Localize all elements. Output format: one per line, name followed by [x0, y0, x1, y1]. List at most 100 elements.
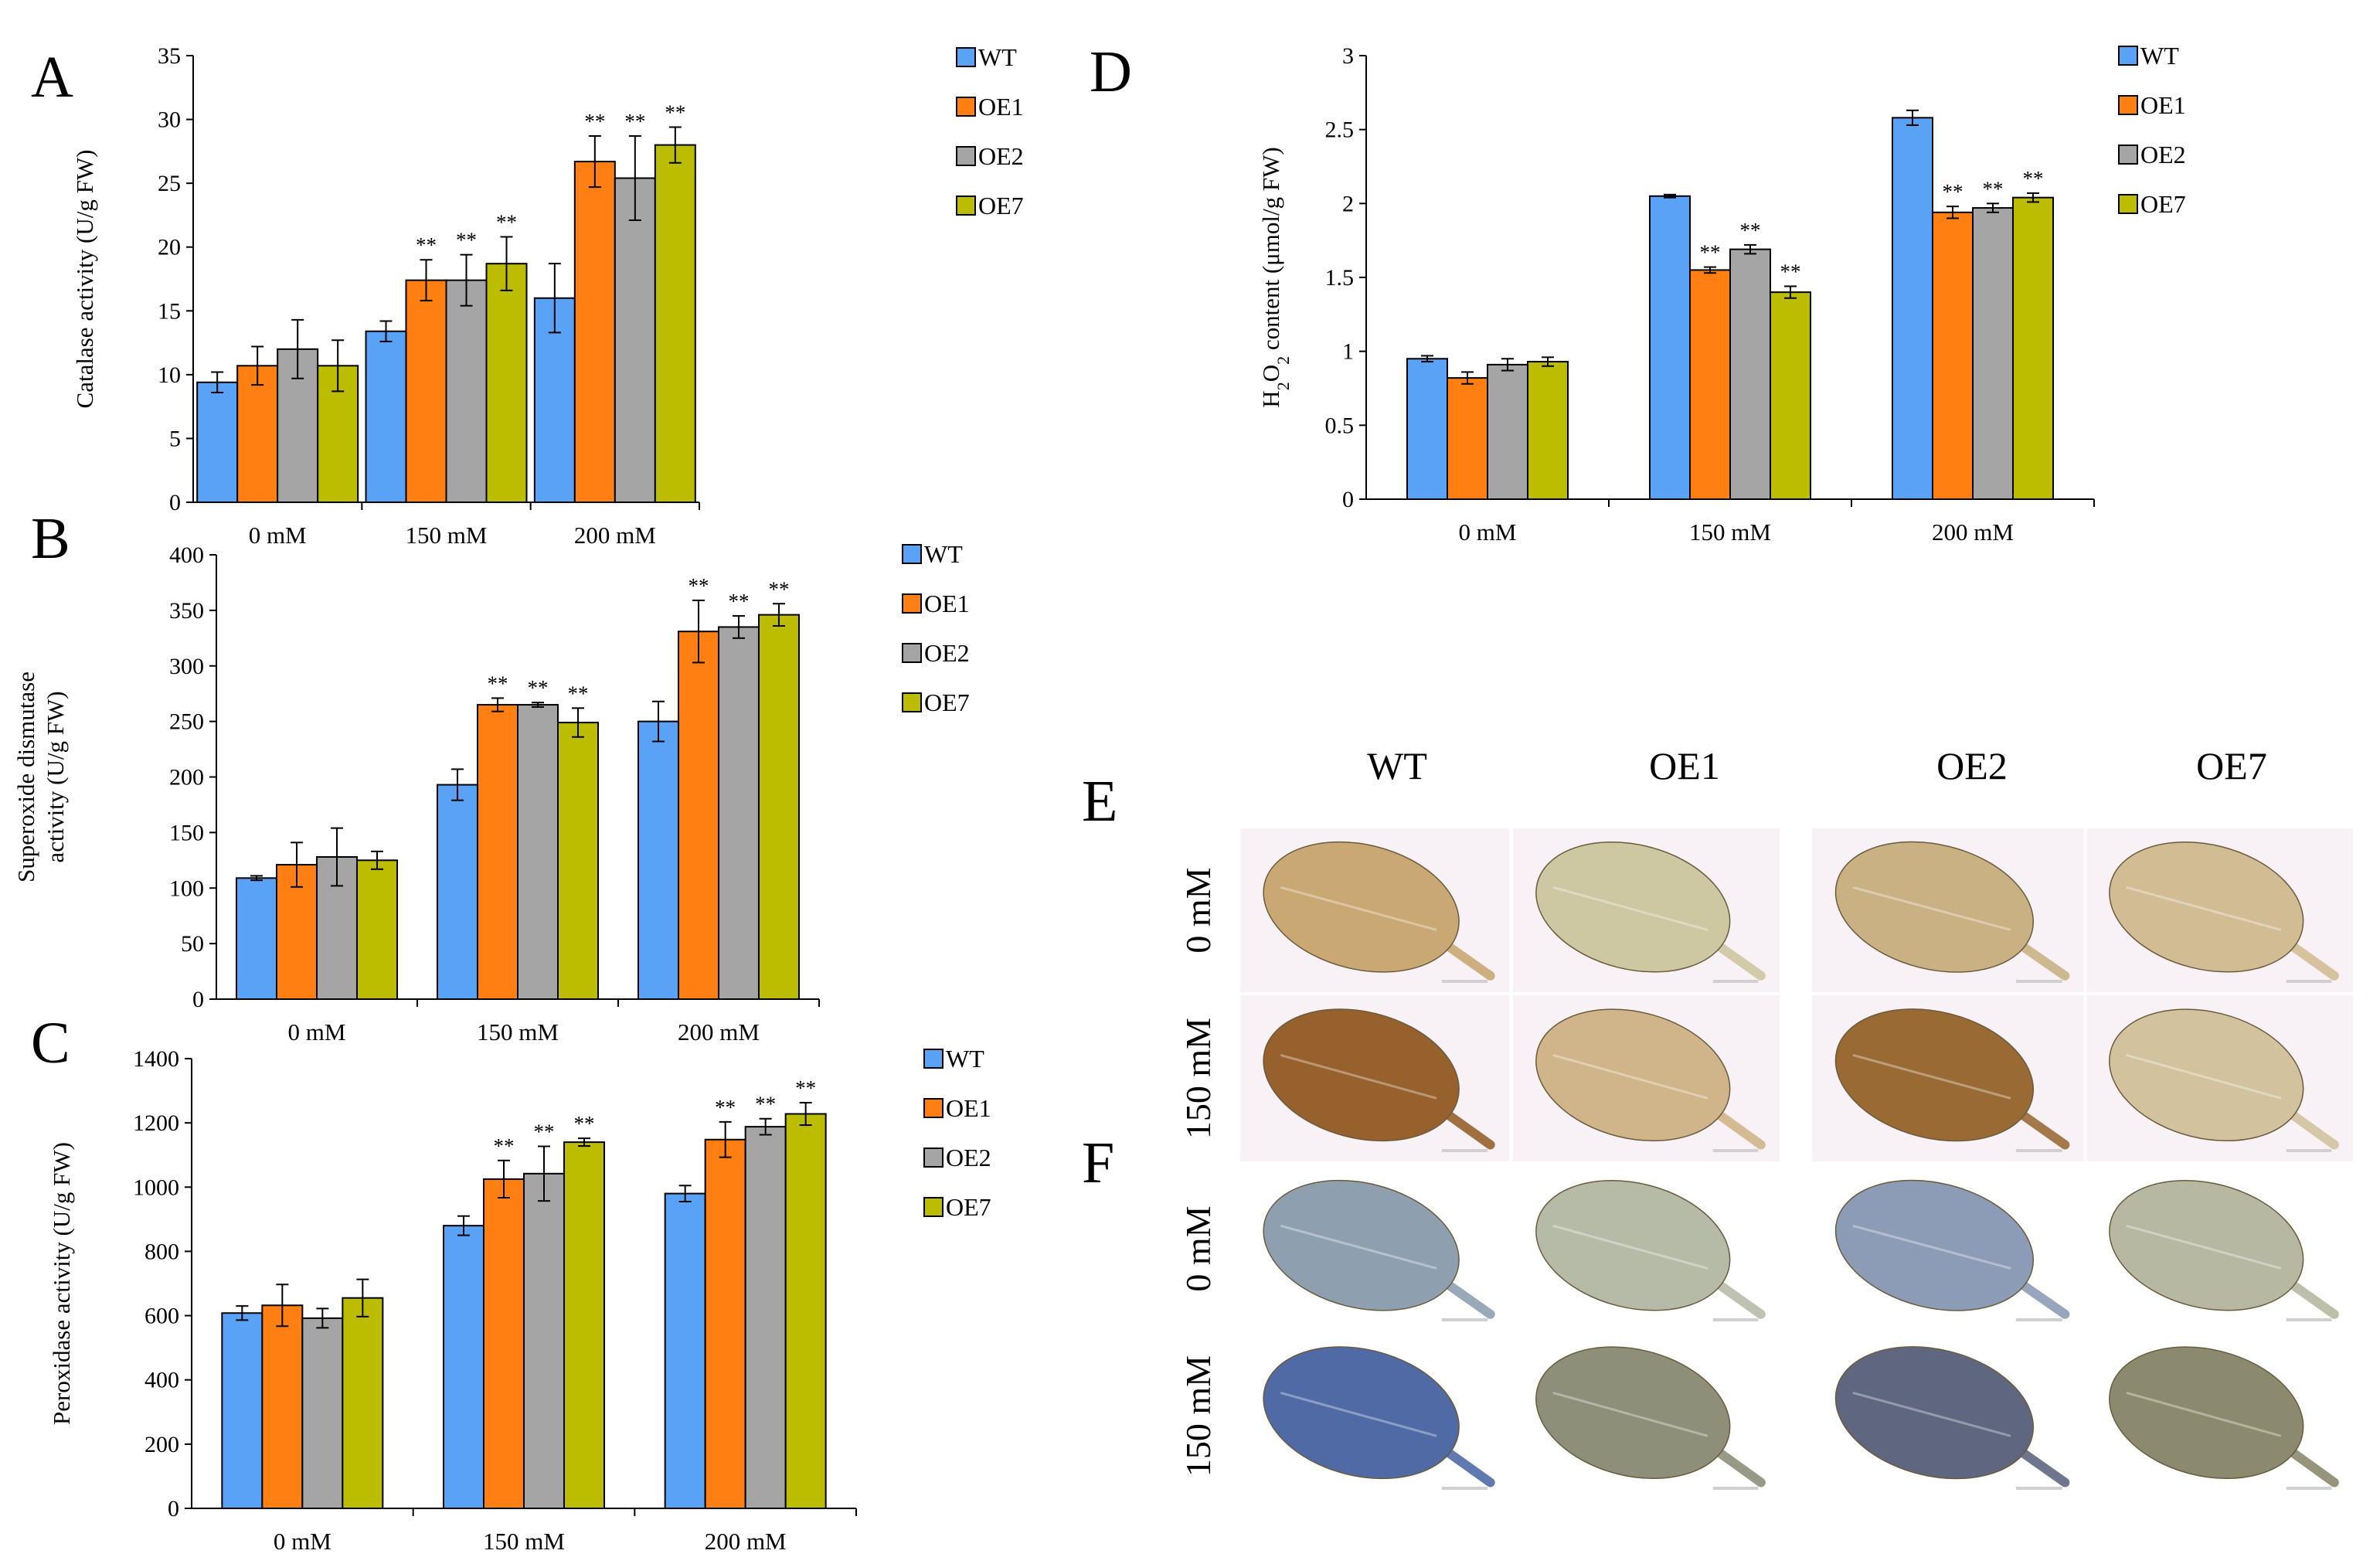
leaf-blade [1834, 841, 2035, 973]
photo-row-label: 150 mM [1178, 1355, 1218, 1477]
y-tick-label: 400 [169, 542, 204, 568]
legend-label-WT: WT [924, 540, 963, 568]
x-category-label: 0 mM [288, 1018, 346, 1046]
significance-label: ** [795, 1076, 816, 1100]
significance-label: ** [2023, 167, 2044, 190]
y-tick-label: 0 [192, 987, 204, 1012]
leaf-photo [1240, 1333, 1509, 1499]
leaf-midrib [1852, 886, 2011, 931]
bar-OE2 [1487, 363, 1528, 500]
scale-bar [2286, 1149, 2332, 1152]
legend-swatch-OE7 [2118, 194, 2138, 214]
bar-WT [1406, 358, 1448, 500]
y-tick-label: 20 [158, 235, 181, 260]
y-tick-label: 1400 [133, 1046, 179, 1072]
legend-label-OE7: OE7 [2140, 190, 2186, 218]
scale-bar [1442, 1487, 1488, 1490]
scale-bar [2016, 980, 2062, 983]
leaf-blade [1263, 1346, 1460, 1480]
y-axis-label-part: 2 [1273, 382, 1293, 390]
leaf-blade [1535, 841, 1731, 973]
bar-WT [196, 381, 239, 503]
legend-swatch-OE7 [923, 1197, 944, 1217]
y-tick-label: 150 [169, 820, 204, 845]
legend-label-WT: WT [978, 43, 1017, 71]
bar-OE1 [573, 161, 616, 503]
bar-WT [638, 720, 679, 1000]
scale-bar [2286, 1487, 2332, 1490]
y-tick-label: 0 [168, 1496, 179, 1522]
chart-D: D 0 0.5 1 1.5 2 2.5 3 0 mM 150 mM ** ** ** 200 mM ** **… [1090, 39, 2186, 546]
leaf-midrib [2126, 1391, 2282, 1437]
bar-OE7 [784, 1113, 827, 1509]
significance-label: ** [624, 110, 645, 133]
leaf-midrib [1552, 1391, 1708, 1437]
bar-WT [664, 1192, 706, 1509]
y-tick-label: 2 [1342, 191, 1354, 216]
scale-bar [1712, 1487, 1759, 1490]
scale-bar [2016, 1487, 2062, 1490]
y-tick-label: 600 [144, 1304, 179, 1329]
legend-label-WT: WT [2140, 42, 2179, 70]
legend-swatch-OE2 [902, 643, 922, 663]
panel-letter-E: E [1082, 769, 1117, 834]
bar-OE7 [758, 614, 800, 1000]
bar-OE1 [678, 631, 719, 1000]
leaf-photo [1240, 1167, 1509, 1331]
bar-OE1 [704, 1138, 746, 1509]
x-category-label: 0 mM [249, 522, 307, 549]
x-category-label: 150 mM [406, 522, 488, 549]
bar-OE1 [483, 1178, 525, 1509]
leaf-blade [1263, 1179, 1460, 1311]
leaf-photo [2086, 1333, 2353, 1499]
leaf-blade [1263, 1008, 1460, 1142]
bar-OE7 [485, 263, 528, 503]
significance-label: ** [769, 577, 790, 600]
leaf-blade [2109, 1346, 2304, 1480]
panel-letter-C: C [31, 1011, 70, 1076]
legend-label-OE2: OE2 [924, 639, 970, 667]
significance-label: ** [1700, 241, 1721, 264]
leaf-blade [1834, 1179, 2035, 1311]
legend-swatch-OE2 [923, 1148, 944, 1168]
bar-OE1 [405, 279, 447, 503]
y-axis-label-part: content (μmol/g FW) [1257, 147, 1284, 356]
bar-OE2 [744, 1126, 787, 1510]
significance-label: ** [494, 1134, 515, 1158]
scale-bar [1712, 1149, 1759, 1152]
y-tick-label: 2.5 [1325, 117, 1355, 143]
leaf-photo [1240, 995, 1509, 1161]
y-tick-label: 200 [144, 1432, 179, 1457]
y-tick-label: 15 [158, 298, 181, 324]
x-category-label: 0 mM [274, 1528, 332, 1555]
y-tick-label: 800 [144, 1239, 179, 1264]
y-axis-label: Catalase activity (U/g FW) [71, 150, 98, 409]
leaf-photo [2086, 1167, 2353, 1331]
significance-label: ** [584, 110, 605, 133]
legend-swatch-OE1 [902, 593, 922, 614]
scale-bar [1442, 1149, 1488, 1152]
significance-label: ** [534, 1120, 555, 1143]
significance-label: ** [528, 676, 549, 699]
y-tick-label: 1200 [133, 1110, 179, 1136]
panel-letter-F: F [1082, 1130, 1114, 1195]
significance-label: ** [729, 590, 750, 613]
x-category-label: 150 mM [483, 1528, 565, 1555]
bar-OE1 [1689, 269, 1731, 500]
legend-label-OE1: OE1 [2140, 91, 2186, 119]
y-tick-label: 1 [1342, 339, 1354, 365]
photo-column-header: OE1 [1649, 744, 1720, 787]
leaf-photo [1812, 1167, 2084, 1331]
legend-label-WT: WT [946, 1045, 984, 1073]
y-axis-label: H2O2 content (μmol/g FW) [1257, 147, 1293, 407]
y-tick-label: 0 [1342, 487, 1354, 512]
y-axis-label-line: activity (U/g FW) [42, 691, 69, 862]
x-category-label: 200 mM [678, 1018, 760, 1046]
significance-label: ** [1780, 260, 1801, 283]
photo-row-label: 0 mM [1178, 1205, 1218, 1291]
panel-letter-D: D [1090, 39, 1132, 104]
significance-label: ** [568, 682, 589, 705]
x-category-label: 200 mM [1932, 518, 2014, 546]
scale-bar [1442, 1318, 1488, 1321]
scale-bar [2286, 980, 2332, 983]
